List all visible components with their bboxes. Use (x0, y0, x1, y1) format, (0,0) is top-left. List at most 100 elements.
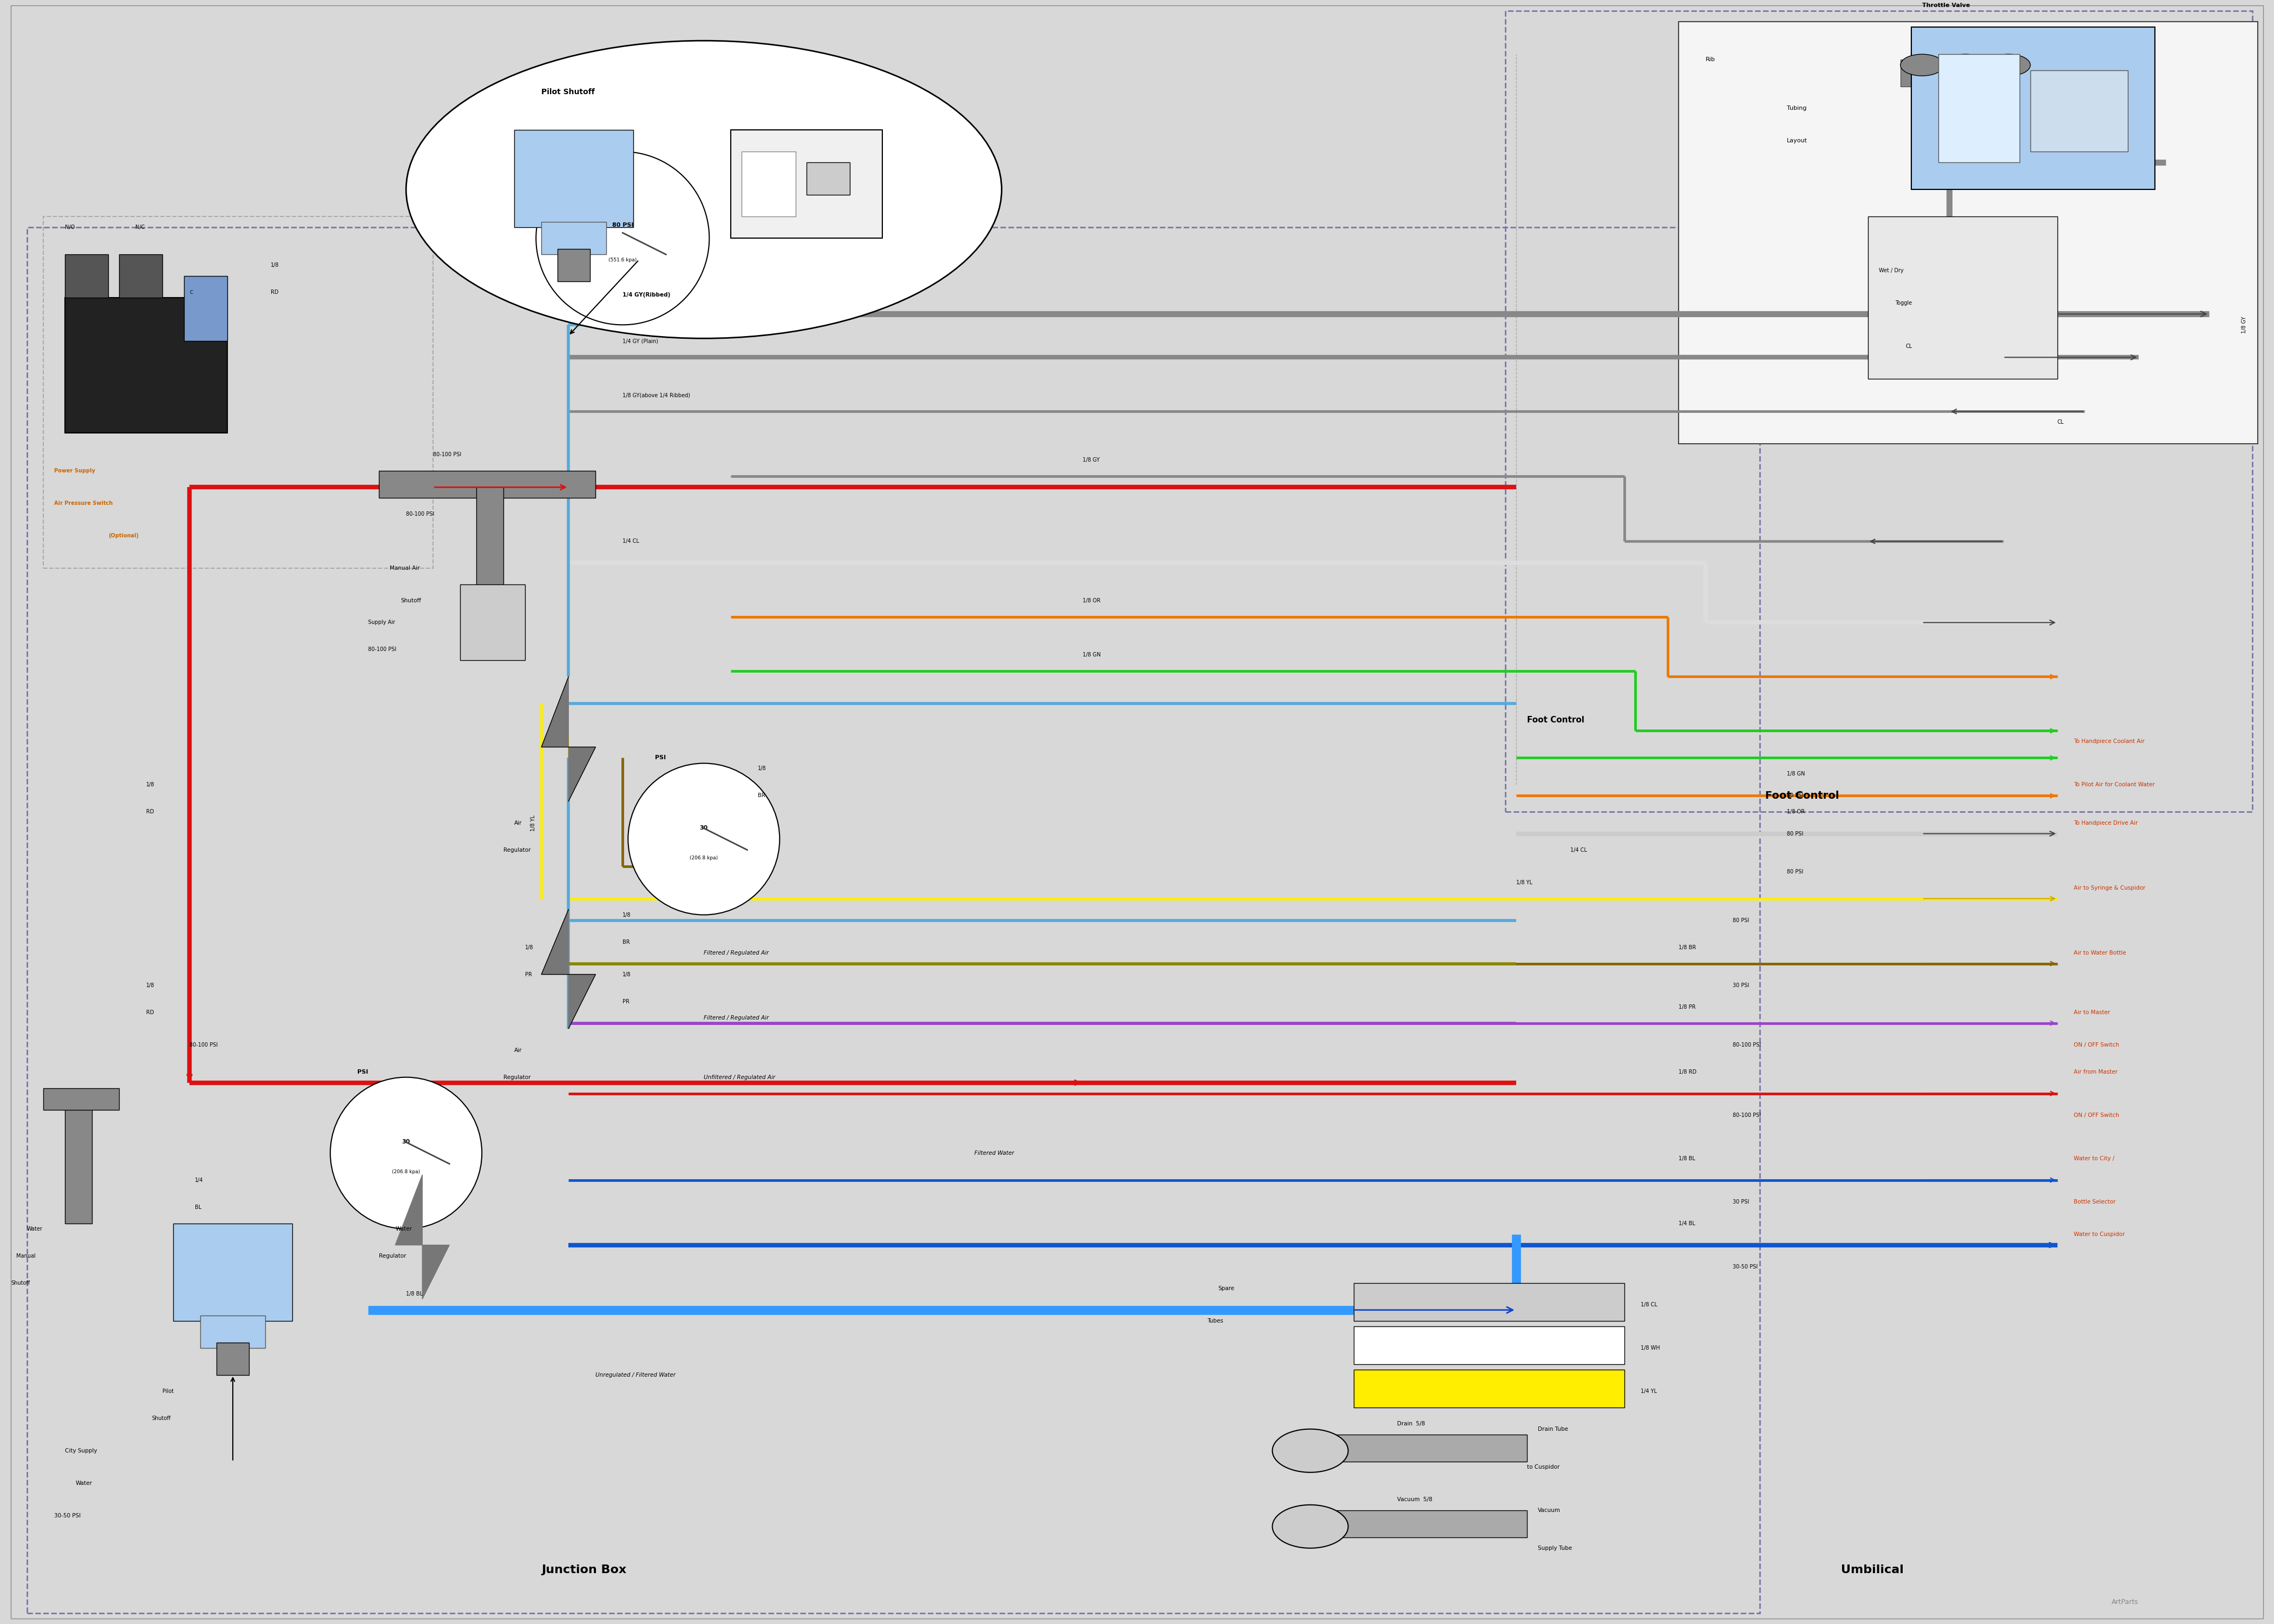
FancyBboxPatch shape (380, 471, 596, 499)
FancyBboxPatch shape (1910, 28, 2156, 190)
Text: 1/8 CL: 1/8 CL (1640, 1302, 1658, 1307)
Text: Shutoff: Shutoff (11, 1280, 30, 1286)
Text: Filtered Water: Filtered Water (976, 1150, 1014, 1156)
Circle shape (628, 763, 780, 914)
Text: Umbilical: Umbilical (1842, 1564, 1903, 1575)
Text: 80 PSI: 80 PSI (1733, 918, 1749, 922)
Text: Filtered / Regulated Air: Filtered / Regulated Air (705, 950, 769, 955)
Text: 1/4 BL: 1/4 BL (1678, 1221, 1694, 1226)
Text: Shutoff: Shutoff (400, 598, 421, 604)
Text: BR: BR (757, 793, 766, 799)
Text: 1/8 YL: 1/8 YL (530, 815, 537, 831)
Text: 1/8 WH: 1/8 WH (1640, 1345, 1660, 1351)
Text: PR: PR (525, 971, 532, 978)
Text: Air: Air (514, 820, 523, 825)
Text: Air to Master: Air to Master (2074, 1010, 2110, 1015)
FancyBboxPatch shape (730, 130, 882, 239)
Text: To Handpiece Drive Air: To Handpiece Drive Air (2074, 820, 2138, 825)
Text: 1/4 CL: 1/4 CL (623, 539, 639, 544)
Text: Toggle: Toggle (1894, 300, 1912, 305)
Text: Unregulated / Filtered Water: Unregulated / Filtered Water (596, 1372, 675, 1377)
FancyBboxPatch shape (1353, 1369, 1624, 1408)
Text: 30: 30 (700, 825, 707, 830)
Text: 80 PSI: 80 PSI (612, 222, 632, 227)
Text: N/O: N/O (66, 224, 75, 231)
FancyBboxPatch shape (1987, 60, 2031, 86)
Text: Tubing: Tubing (1787, 106, 1806, 110)
Text: 1/8 BL: 1/8 BL (407, 1291, 423, 1296)
Text: 1/8 GN: 1/8 GN (1082, 653, 1101, 658)
Text: Regulator: Regulator (380, 1254, 407, 1259)
Text: Vacuum  5/8: Vacuum 5/8 (1396, 1497, 1433, 1502)
Text: 1/8: 1/8 (525, 945, 534, 950)
Text: 80-100 PSI: 80-100 PSI (189, 1043, 218, 1047)
Text: Regulator: Regulator (503, 1075, 530, 1080)
Text: BR: BR (623, 939, 630, 945)
Ellipse shape (1273, 1505, 1348, 1548)
FancyBboxPatch shape (1353, 1283, 1624, 1320)
Text: Water: Water (75, 1481, 93, 1486)
Text: PR: PR (623, 999, 630, 1004)
FancyBboxPatch shape (1937, 54, 2019, 162)
Text: 80-100 PSI: 80-100 PSI (432, 451, 462, 458)
Text: PSI: PSI (655, 755, 666, 760)
Text: 30 PSI: 30 PSI (1733, 1199, 1749, 1205)
Text: 1/8 GY(above 1/4 Ribbed): 1/8 GY(above 1/4 Ribbed) (623, 393, 691, 398)
FancyBboxPatch shape (741, 151, 796, 216)
Text: To Pilot Air for Coolant Water: To Pilot Air for Coolant Water (2074, 783, 2156, 788)
Text: N/C: N/C (136, 224, 146, 231)
Circle shape (330, 1077, 482, 1229)
Text: Air to Syringe & Cuspidor: Air to Syringe & Cuspidor (2074, 885, 2144, 890)
Text: Water: Water (27, 1226, 43, 1231)
FancyBboxPatch shape (1867, 216, 2058, 378)
Text: Layout: Layout (1787, 138, 1808, 143)
Text: Unfiltered / Regulated Air: Unfiltered / Regulated Air (705, 1075, 775, 1080)
Text: 1/8: 1/8 (623, 913, 630, 918)
Ellipse shape (1987, 54, 2031, 76)
Text: ON / OFF Switch: ON / OFF Switch (2074, 1112, 2119, 1117)
Text: 30: 30 (402, 1138, 409, 1145)
Text: 1/4 YL: 1/4 YL (1640, 1389, 1658, 1393)
Text: Air to Water Bottle: Air to Water Bottle (2074, 950, 2126, 955)
Text: Water: Water (396, 1226, 412, 1231)
Text: 1/4: 1/4 (196, 1177, 202, 1182)
Text: RD: RD (271, 289, 277, 296)
FancyBboxPatch shape (66, 297, 227, 434)
FancyBboxPatch shape (2031, 70, 2128, 151)
Ellipse shape (407, 41, 1001, 338)
Text: Manual Air: Manual Air (389, 565, 421, 572)
Text: 1/8 OR: 1/8 OR (1787, 809, 1806, 815)
Text: 1/8 BL: 1/8 BL (1678, 1156, 1694, 1161)
Text: Drain  5/8: Drain 5/8 (1396, 1421, 1426, 1426)
FancyBboxPatch shape (807, 162, 850, 195)
Text: Bottle Selector: Bottle Selector (2074, 1199, 2115, 1205)
FancyBboxPatch shape (118, 255, 161, 297)
Text: Supply Air: Supply Air (368, 620, 396, 625)
Polygon shape (396, 1174, 450, 1299)
FancyBboxPatch shape (200, 1315, 266, 1348)
Text: 1/8 GN: 1/8 GN (1787, 771, 1806, 776)
Text: RD: RD (146, 1010, 155, 1015)
Text: ON / OFF Switch: ON / OFF Switch (2074, 1043, 2119, 1047)
Text: Regulator: Regulator (503, 848, 530, 853)
Text: Air Pressure Switch: Air Pressure Switch (55, 500, 114, 507)
Text: RD: RD (146, 809, 155, 815)
FancyBboxPatch shape (66, 255, 109, 297)
Text: Wet / Dry: Wet / Dry (1878, 268, 1903, 273)
Text: 80-100 PSI: 80-100 PSI (407, 512, 434, 516)
Text: Vacuum: Vacuum (1537, 1507, 1560, 1514)
Text: 1/4 GY(Ribbed): 1/4 GY(Ribbed) (623, 292, 671, 297)
Text: Water to Cuspidor: Water to Cuspidor (2074, 1231, 2124, 1237)
Text: City Supply: City Supply (66, 1449, 98, 1453)
Text: 1/8: 1/8 (757, 767, 766, 771)
Text: CL: CL (2058, 419, 2065, 425)
Text: C: C (189, 291, 193, 296)
Text: 1/8: 1/8 (271, 263, 280, 268)
Text: ArtParts: ArtParts (2113, 1598, 2138, 1606)
FancyBboxPatch shape (557, 248, 591, 281)
FancyBboxPatch shape (541, 222, 607, 255)
Text: 1/8: 1/8 (146, 983, 155, 987)
Text: 1/8 BR: 1/8 BR (1678, 945, 1696, 950)
Circle shape (537, 151, 709, 325)
Text: Power Supply: Power Supply (55, 468, 96, 474)
